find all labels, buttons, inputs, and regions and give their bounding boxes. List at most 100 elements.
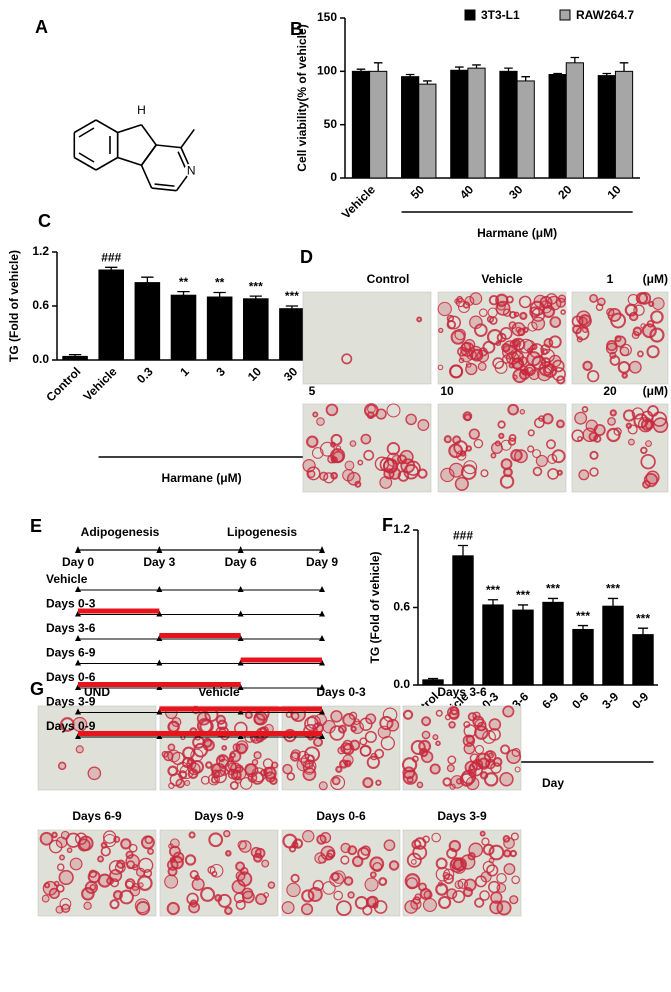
error-bar	[570, 56, 580, 63]
lipid-droplet	[320, 845, 336, 861]
group-label: Day	[542, 776, 564, 790]
bond	[73, 156, 97, 171]
significance-label: ###	[101, 250, 121, 264]
lipid-droplet	[316, 417, 325, 426]
lipid-droplet	[495, 340, 502, 347]
lipid-droplet	[312, 736, 324, 748]
lipid-droplet	[500, 439, 512, 451]
phase-label: Adipogenesis	[81, 525, 160, 539]
lipid-droplet	[250, 846, 262, 858]
day-marker	[237, 635, 244, 641]
lipid-droplet	[555, 419, 565, 429]
lipid-droplet	[519, 311, 528, 321]
lipid-droplet	[641, 323, 657, 339]
y-tick-label: 100	[317, 64, 337, 78]
lipid-droplet	[487, 752, 495, 759]
lipid-droplet	[632, 326, 643, 337]
day-marker	[75, 546, 81, 553]
lipid-droplet	[545, 293, 558, 305]
lipid-droplet	[482, 843, 495, 856]
lipid-droplet	[239, 777, 253, 790]
lipid-droplet	[119, 889, 134, 905]
lipid-droplet	[631, 407, 644, 420]
lipid-droplet	[533, 417, 545, 429]
bond	[117, 124, 142, 134]
lipid-droplet	[217, 893, 232, 908]
image-label: 20	[603, 384, 617, 398]
lipid-droplet	[640, 323, 647, 329]
lipid-droplet	[359, 745, 371, 757]
lipid-droplet	[318, 781, 328, 791]
lipid-droplet	[480, 469, 489, 478]
micrograph	[302, 291, 432, 385]
image-label: UND	[84, 685, 110, 699]
lipid-droplet	[215, 714, 226, 725]
atom-label: H	[137, 103, 146, 117]
lipid-droplet	[462, 301, 471, 309]
lipid-droplet	[311, 447, 324, 459]
lipid-droplet	[593, 434, 602, 443]
lipid-droplet	[474, 875, 487, 888]
lipid-droplet	[474, 725, 489, 740]
lipid-droplet	[578, 469, 590, 481]
lipid-droplet	[179, 764, 194, 780]
lipid-droplet	[172, 851, 185, 864]
bar	[516, 80, 535, 179]
lipid-droplet	[359, 737, 368, 746]
lipid-droplet	[627, 438, 635, 446]
lipid-droplet	[402, 709, 414, 720]
lipid-droplet	[41, 894, 50, 903]
lipid-droplet	[589, 293, 598, 303]
x-tick-label: 20	[555, 182, 575, 202]
lipid-droplet	[135, 901, 151, 916]
lipid-droplet	[366, 411, 375, 420]
lipid-droplet	[378, 877, 388, 887]
lipid-droplet	[509, 849, 518, 858]
image-label: 5	[309, 384, 316, 398]
lipid-droplet	[357, 846, 371, 860]
lipid-droplet	[138, 857, 154, 873]
lipid-droplet	[348, 711, 358, 720]
lipid-droplet	[607, 416, 616, 426]
lipid-droplet	[229, 752, 236, 759]
lipid-droplet	[167, 743, 176, 752]
lipid-droplet	[485, 758, 496, 770]
lipid-droplet	[452, 890, 466, 904]
lipid-droplet	[576, 310, 591, 326]
lipid-droplet	[519, 409, 526, 415]
lipid-droplet	[556, 375, 566, 385]
bar	[62, 355, 88, 361]
lipid-droplet	[486, 864, 499, 877]
lipid-droplet	[331, 776, 341, 786]
bar	[614, 70, 634, 179]
lipid-droplet	[342, 469, 355, 482]
lipid-droplet	[595, 303, 604, 312]
lipid-droplet	[488, 880, 501, 894]
lipid-droplet	[365, 896, 377, 907]
lipid-droplet	[503, 863, 516, 876]
lipid-droplet	[527, 429, 535, 437]
lipid-droplet	[377, 725, 391, 739]
lipid-droplet	[58, 869, 74, 886]
lipid-droplet	[186, 892, 199, 906]
lipid-droplet	[532, 449, 542, 459]
lipid-droplet	[496, 872, 507, 884]
lipid-droplet	[465, 362, 478, 376]
lipid-droplet	[330, 433, 343, 446]
error-bar	[285, 305, 299, 309]
lipid-droplet	[330, 775, 346, 791]
lipid-droplet	[330, 471, 338, 480]
lipid-droplet	[481, 837, 490, 846]
lipid-droplet	[87, 766, 102, 781]
lipid-droplet	[87, 870, 101, 884]
legend-label: 3T3-L1	[481, 8, 520, 22]
lipid-droplet	[235, 899, 246, 910]
lipid-droplet	[253, 751, 262, 760]
lipid-droplet	[233, 892, 245, 904]
error-bar	[619, 62, 629, 72]
lipid-droplet	[502, 835, 511, 843]
lipid-droplet	[582, 360, 593, 372]
image-label: Days 0-6	[316, 809, 366, 823]
bond	[151, 187, 177, 192]
lipid-droplet	[422, 897, 437, 913]
